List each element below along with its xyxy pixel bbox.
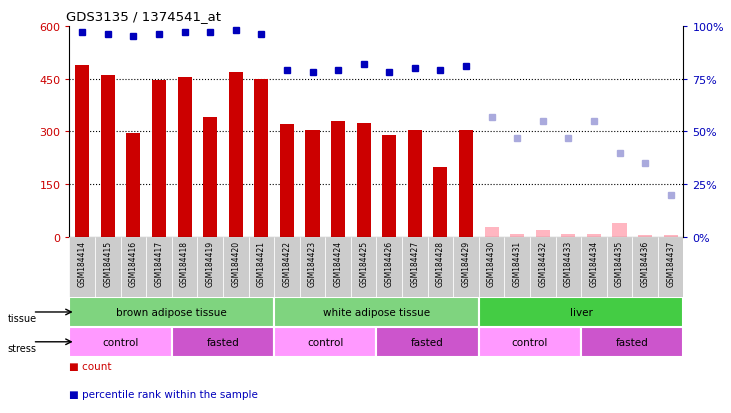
Bar: [556, 237, 581, 297]
Text: control: control: [102, 337, 139, 347]
Bar: [408, 131, 422, 237]
Bar: [126, 134, 140, 237]
Bar: [561, 235, 575, 237]
Bar: [325, 237, 351, 297]
Text: GSM184431: GSM184431: [512, 240, 522, 287]
Text: GSM184436: GSM184436: [640, 240, 650, 287]
Text: GSM184419: GSM184419: [205, 240, 215, 287]
Text: GSM184423: GSM184423: [308, 240, 317, 287]
Bar: [453, 237, 479, 297]
Bar: [459, 131, 473, 237]
Bar: [223, 237, 249, 297]
Bar: [658, 237, 683, 297]
Text: GSM184432: GSM184432: [538, 240, 548, 287]
Text: brown adipose tissue: brown adipose tissue: [116, 307, 227, 317]
Bar: [274, 297, 479, 327]
Bar: [69, 297, 274, 327]
Text: GSM184422: GSM184422: [282, 240, 292, 286]
Text: fasted: fasted: [207, 337, 239, 347]
Bar: [664, 236, 678, 237]
Bar: [146, 237, 172, 297]
Bar: [613, 223, 626, 237]
Text: GSM184415: GSM184415: [103, 240, 113, 287]
Text: GSM184435: GSM184435: [615, 240, 624, 287]
Bar: [479, 327, 581, 357]
Bar: [280, 125, 294, 237]
Bar: [479, 297, 683, 327]
Bar: [178, 78, 192, 237]
Text: ■ percentile rank within the sample: ■ percentile rank within the sample: [69, 389, 258, 399]
Text: GSM184429: GSM184429: [461, 240, 471, 287]
Bar: [75, 65, 89, 237]
Bar: [172, 327, 274, 357]
Text: GSM184426: GSM184426: [385, 240, 394, 287]
Text: GSM184420: GSM184420: [231, 240, 240, 287]
Text: fasted: fasted: [412, 337, 444, 347]
Bar: [121, 237, 146, 297]
Text: GSM184428: GSM184428: [436, 240, 445, 286]
Bar: [433, 167, 447, 237]
Text: liver: liver: [569, 307, 593, 317]
Bar: [428, 237, 453, 297]
Bar: [382, 135, 396, 237]
Bar: [510, 234, 524, 237]
Bar: [69, 237, 95, 297]
Bar: [274, 327, 376, 357]
Text: GSM184425: GSM184425: [359, 240, 368, 287]
Bar: [357, 123, 371, 237]
Bar: [306, 131, 319, 237]
Text: ■ count: ■ count: [69, 361, 112, 371]
Text: fasted: fasted: [616, 337, 648, 347]
Text: GSM184414: GSM184414: [77, 240, 87, 287]
Bar: [536, 230, 550, 237]
Bar: [69, 327, 172, 357]
Text: GSM184437: GSM184437: [666, 240, 675, 287]
Text: GSM184416: GSM184416: [129, 240, 138, 287]
Text: stress: stress: [7, 343, 37, 353]
Bar: [479, 237, 504, 297]
Text: GSM184433: GSM184433: [564, 240, 573, 287]
Text: GSM184421: GSM184421: [257, 240, 266, 286]
Text: control: control: [512, 337, 548, 347]
Text: GSM184430: GSM184430: [487, 240, 496, 287]
Bar: [152, 81, 166, 237]
Text: GSM184424: GSM184424: [333, 240, 343, 287]
Bar: [632, 237, 658, 297]
Bar: [485, 228, 499, 237]
Text: control: control: [307, 337, 344, 347]
Bar: [638, 236, 652, 237]
Bar: [331, 121, 345, 237]
Bar: [101, 76, 115, 237]
Bar: [203, 118, 217, 237]
Bar: [530, 237, 556, 297]
Text: GSM184427: GSM184427: [410, 240, 420, 287]
Bar: [229, 73, 243, 237]
Text: GDS3135 / 1374541_at: GDS3135 / 1374541_at: [66, 10, 221, 23]
Text: GSM184434: GSM184434: [589, 240, 599, 287]
Text: tissue: tissue: [7, 313, 37, 323]
Bar: [402, 237, 428, 297]
Bar: [587, 234, 601, 237]
Bar: [197, 237, 223, 297]
Bar: [504, 237, 530, 297]
Text: GSM184418: GSM184418: [180, 240, 189, 286]
Bar: [300, 237, 325, 297]
Bar: [376, 237, 402, 297]
Bar: [581, 327, 683, 357]
Bar: [172, 237, 197, 297]
Text: GSM184417: GSM184417: [154, 240, 164, 287]
Bar: [351, 237, 376, 297]
Text: white adipose tissue: white adipose tissue: [323, 307, 430, 317]
Bar: [274, 237, 300, 297]
Bar: [581, 237, 607, 297]
Bar: [249, 237, 274, 297]
Bar: [376, 327, 479, 357]
Bar: [254, 79, 268, 237]
Bar: [607, 237, 632, 297]
Bar: [95, 237, 121, 297]
